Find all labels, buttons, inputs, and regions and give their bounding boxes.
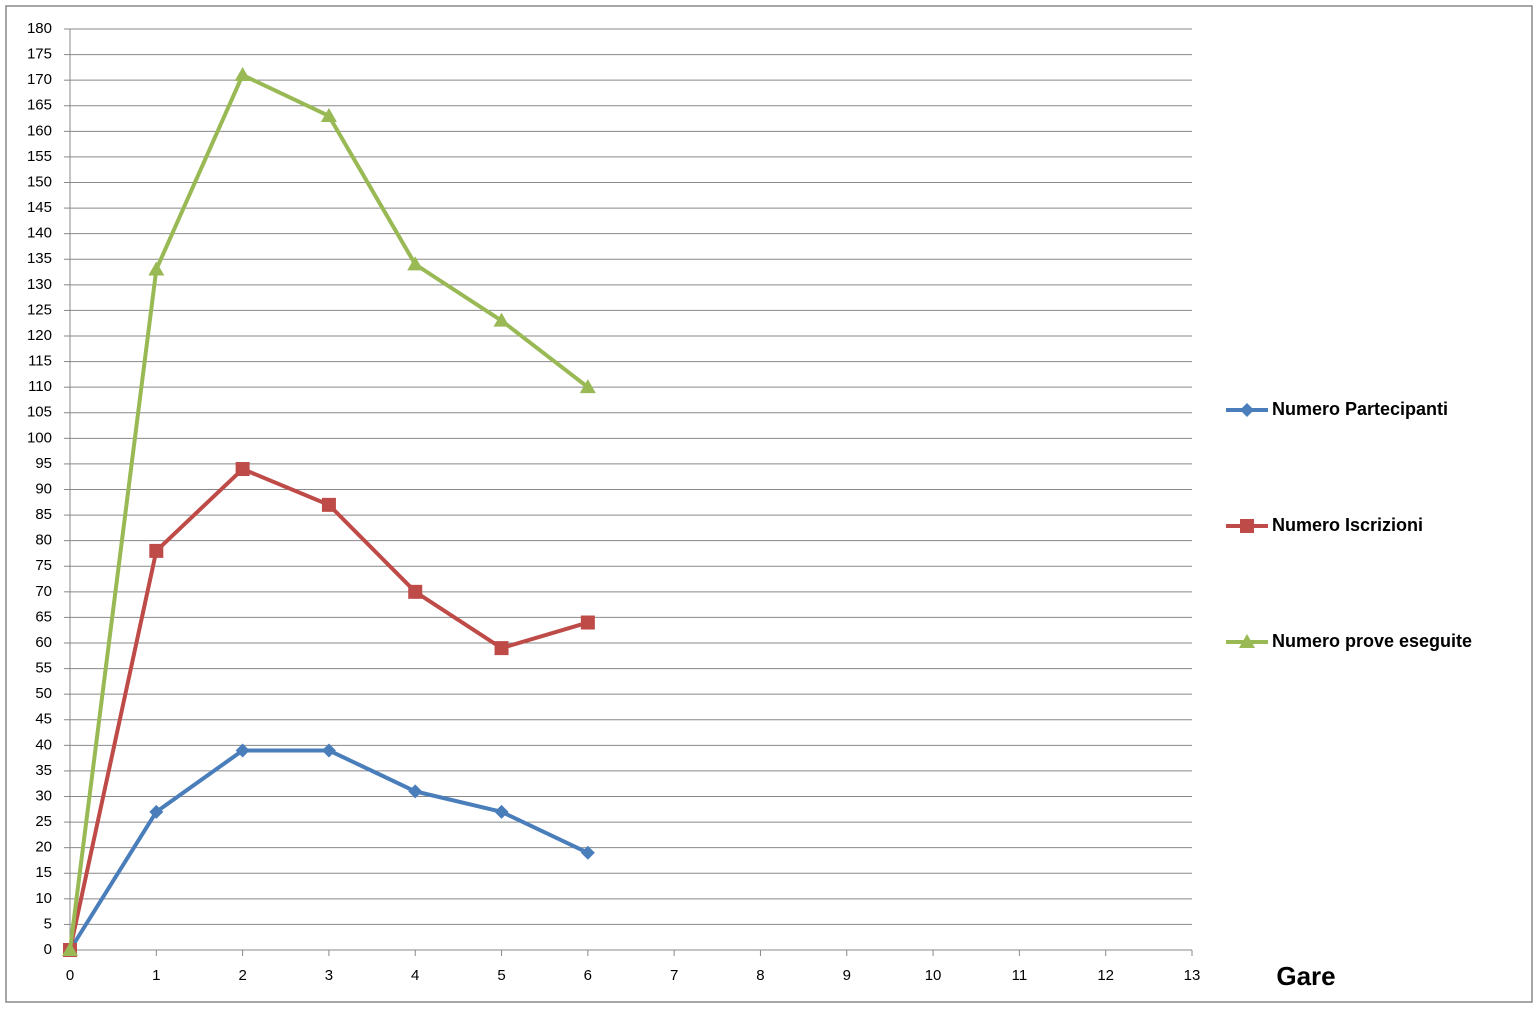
y-tick-label: 65 bbox=[35, 608, 52, 625]
y-tick-label: 50 bbox=[35, 685, 52, 702]
y-tick-label: 25 bbox=[35, 813, 52, 830]
y-tick-label: 20 bbox=[35, 839, 52, 856]
y-tick-label: 130 bbox=[27, 276, 52, 293]
y-tick-label: 80 bbox=[35, 532, 52, 549]
data-point bbox=[579, 379, 596, 394]
y-tick-label: 5 bbox=[44, 915, 52, 932]
y-tick-label: 180 bbox=[27, 20, 52, 37]
x-axis-label: Gare bbox=[1276, 961, 1335, 991]
y-tick-label: 150 bbox=[27, 173, 52, 190]
data-point bbox=[235, 462, 250, 477]
y-tick-label: 165 bbox=[27, 97, 52, 114]
legend-marker bbox=[1240, 403, 1254, 417]
data-point bbox=[493, 312, 510, 327]
data-point bbox=[321, 497, 336, 512]
data-point bbox=[580, 615, 595, 630]
data-point bbox=[149, 804, 164, 819]
y-tick-label: 155 bbox=[27, 148, 52, 165]
data-point bbox=[408, 584, 423, 599]
y-tick-label: 160 bbox=[27, 122, 52, 139]
y-tick-label: 30 bbox=[35, 787, 52, 804]
data-point bbox=[149, 543, 164, 558]
y-tick-label: 105 bbox=[27, 404, 52, 421]
data-point bbox=[494, 804, 509, 819]
y-tick-label: 35 bbox=[35, 762, 52, 779]
legend-marker bbox=[1239, 634, 1255, 648]
y-tick-label: 45 bbox=[35, 711, 52, 728]
y-tick-label: 175 bbox=[27, 46, 52, 63]
y-tick-label: 120 bbox=[27, 327, 52, 344]
y-tick-label: 70 bbox=[35, 583, 52, 600]
data-point bbox=[580, 845, 595, 860]
data-point bbox=[494, 641, 509, 656]
y-tick-label: 0 bbox=[44, 941, 52, 958]
y-tick-label: 85 bbox=[35, 506, 52, 523]
x-tick-label: 12 bbox=[1097, 967, 1114, 984]
x-tick-label: 11 bbox=[1012, 967, 1028, 984]
y-tick-label: 40 bbox=[35, 736, 52, 753]
y-tick-label: 95 bbox=[35, 455, 52, 472]
y-tick-label: 55 bbox=[35, 660, 52, 677]
x-tick-label: 10 bbox=[925, 967, 942, 984]
x-tick-label: 6 bbox=[584, 967, 592, 984]
data-point bbox=[407, 256, 424, 271]
legend-label: Numero Partecipanti bbox=[1272, 399, 1448, 419]
x-tick-label: 13 bbox=[1184, 967, 1201, 984]
x-tick-label: 3 bbox=[325, 967, 333, 984]
x-tick-label: 9 bbox=[843, 967, 851, 984]
y-tick-label: 115 bbox=[28, 353, 52, 370]
data-point bbox=[234, 67, 251, 82]
y-tick-label: 100 bbox=[27, 429, 52, 446]
y-tick-label: 90 bbox=[35, 480, 52, 497]
chart-border bbox=[5, 5, 1533, 1003]
y-tick-label: 170 bbox=[27, 71, 52, 88]
y-tick-label: 75 bbox=[35, 557, 52, 574]
y-tick-label: 60 bbox=[35, 634, 52, 651]
y-tick-label: 15 bbox=[35, 864, 52, 881]
x-tick-label: 7 bbox=[670, 967, 678, 984]
y-tick-label: 10 bbox=[35, 890, 52, 907]
data-point bbox=[62, 942, 78, 956]
x-tick-label: 5 bbox=[497, 967, 505, 984]
y-tick-label: 125 bbox=[27, 301, 52, 318]
x-tick-label: 1 bbox=[152, 967, 160, 984]
y-tick-label: 145 bbox=[27, 199, 52, 216]
data-point bbox=[148, 261, 165, 276]
x-tick-label: 2 bbox=[238, 967, 246, 984]
data-point bbox=[321, 743, 336, 758]
x-tick-label: 0 bbox=[66, 967, 74, 984]
data-point bbox=[320, 107, 337, 122]
y-tick-label: 140 bbox=[27, 225, 52, 242]
x-tick-label: 8 bbox=[756, 967, 764, 984]
x-tick-label: 4 bbox=[411, 967, 419, 984]
legend-label: Numero prove eseguite bbox=[1272, 631, 1472, 651]
data-point bbox=[235, 743, 250, 758]
y-tick-label: 135 bbox=[27, 250, 52, 267]
legend-label: Numero Iscrizioni bbox=[1272, 515, 1423, 535]
data-point bbox=[408, 784, 423, 799]
legend-marker bbox=[1240, 519, 1254, 533]
y-tick-label: 110 bbox=[28, 378, 52, 395]
